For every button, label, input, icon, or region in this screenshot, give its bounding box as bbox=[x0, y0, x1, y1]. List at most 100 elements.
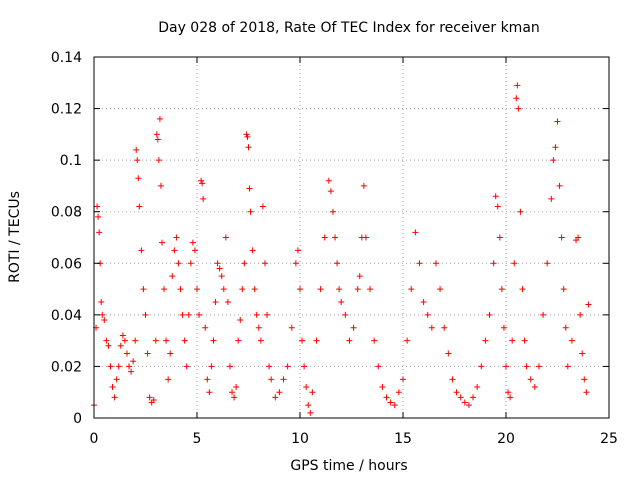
data-point bbox=[244, 133, 251, 140]
data-point bbox=[126, 363, 133, 370]
data-point bbox=[222, 234, 229, 241]
y-tick-label: 0.08 bbox=[51, 205, 82, 221]
x-tick-label: 25 bbox=[600, 431, 618, 447]
data-point bbox=[338, 298, 345, 305]
data-point bbox=[585, 301, 592, 308]
data-point bbox=[237, 317, 244, 324]
data-point bbox=[130, 358, 137, 365]
data-point bbox=[325, 177, 332, 184]
data-point bbox=[362, 234, 369, 241]
data-point bbox=[449, 376, 456, 383]
y-tick-label: 0 bbox=[73, 411, 82, 427]
data-point bbox=[206, 389, 213, 396]
data-point bbox=[115, 363, 122, 370]
data-point bbox=[478, 363, 485, 370]
data-point bbox=[191, 247, 198, 254]
data-point bbox=[334, 260, 341, 267]
data-point bbox=[521, 337, 528, 344]
x-tick-label: 5 bbox=[193, 431, 202, 447]
data-point bbox=[550, 157, 557, 164]
data-point bbox=[513, 95, 520, 102]
data-point bbox=[375, 363, 382, 370]
x-tick-label: 15 bbox=[394, 431, 412, 447]
data-point bbox=[579, 350, 586, 357]
data-point bbox=[412, 229, 419, 236]
data-point bbox=[175, 260, 182, 267]
data-point bbox=[482, 337, 489, 344]
data-point bbox=[257, 337, 264, 344]
data-point bbox=[519, 286, 526, 293]
data-point bbox=[249, 247, 256, 254]
data-point bbox=[562, 324, 569, 331]
data-point bbox=[432, 260, 439, 267]
data-point bbox=[517, 208, 524, 215]
data-point bbox=[165, 376, 172, 383]
data-point bbox=[511, 260, 518, 267]
y-tick-label: 0.14 bbox=[51, 50, 82, 66]
data-point bbox=[266, 363, 273, 370]
data-point bbox=[305, 402, 312, 409]
data-point bbox=[229, 389, 236, 396]
data-point bbox=[105, 342, 112, 349]
data-point bbox=[152, 337, 159, 344]
data-point bbox=[514, 82, 521, 89]
data-point bbox=[474, 384, 481, 391]
data-point bbox=[424, 311, 431, 318]
data-point bbox=[492, 193, 499, 200]
x-tick-label: 10 bbox=[291, 431, 309, 447]
data-point bbox=[354, 286, 361, 293]
data-point bbox=[523, 363, 530, 370]
data-point bbox=[490, 260, 497, 267]
data-point bbox=[251, 286, 258, 293]
data-point bbox=[342, 311, 349, 318]
data-point bbox=[142, 311, 149, 318]
data-point bbox=[404, 337, 411, 344]
data-point bbox=[214, 260, 221, 267]
data-point bbox=[496, 234, 503, 241]
data-point bbox=[470, 394, 477, 401]
data-point bbox=[179, 311, 186, 318]
data-point bbox=[138, 247, 145, 254]
data-point bbox=[243, 131, 250, 138]
data-point bbox=[187, 260, 194, 267]
data-point bbox=[210, 337, 217, 344]
data-point bbox=[272, 394, 279, 401]
axes-layer: 0 0.02 0.04 0.06 0.08 0.1 0.12 0.14 0 5 10 15 20 25 bbox=[51, 50, 618, 447]
data-point bbox=[356, 273, 363, 280]
data-point bbox=[239, 286, 246, 293]
data-point bbox=[556, 182, 563, 189]
data-point bbox=[408, 286, 415, 293]
data-point bbox=[163, 337, 170, 344]
data-point bbox=[336, 286, 343, 293]
x-tick-label: 0 bbox=[90, 431, 99, 447]
data-point bbox=[292, 260, 299, 267]
data-point bbox=[367, 286, 374, 293]
data-point bbox=[202, 324, 209, 331]
data-point bbox=[379, 384, 386, 391]
data-point bbox=[121, 337, 128, 344]
data-point bbox=[317, 286, 324, 293]
data-point bbox=[515, 105, 522, 112]
data-point bbox=[441, 324, 448, 331]
data-point bbox=[208, 363, 215, 370]
data-point bbox=[161, 286, 168, 293]
data-point bbox=[99, 311, 106, 318]
data-point bbox=[199, 180, 206, 187]
data-point bbox=[185, 311, 192, 318]
data-point bbox=[123, 350, 130, 357]
data-point bbox=[544, 260, 551, 267]
data-point bbox=[321, 234, 328, 241]
data-point bbox=[486, 311, 493, 318]
data-point bbox=[350, 324, 357, 331]
data-point bbox=[218, 273, 225, 280]
data-point bbox=[313, 337, 320, 344]
data-point bbox=[196, 311, 203, 318]
data-point bbox=[157, 182, 164, 189]
data-point bbox=[155, 157, 162, 164]
data-point bbox=[220, 286, 227, 293]
data-point bbox=[535, 363, 542, 370]
plot-frame bbox=[93, 56, 610, 419]
y-tick-label: 0.04 bbox=[51, 308, 82, 324]
grid-layer bbox=[94, 57, 609, 418]
data-point bbox=[111, 394, 118, 401]
